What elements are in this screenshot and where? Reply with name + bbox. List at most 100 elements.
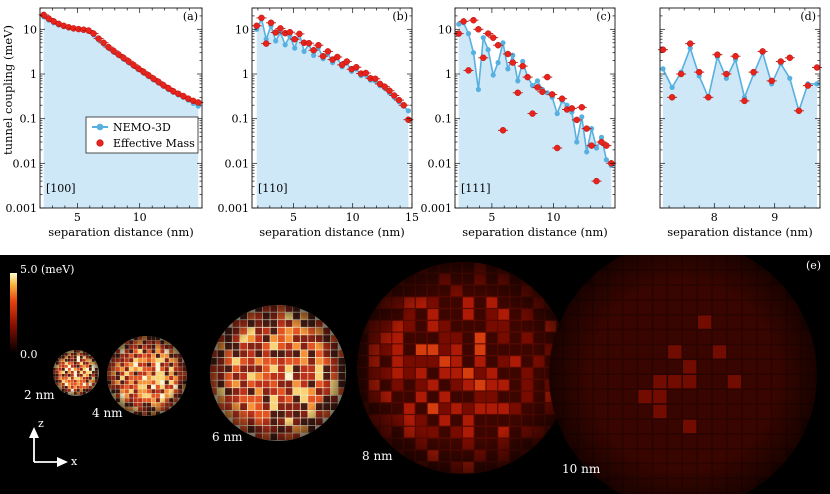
nemo-point xyxy=(311,52,317,59)
axis-z-label: z xyxy=(38,417,44,430)
x-axis-label: separation distance (nm) xyxy=(667,225,813,239)
em-point xyxy=(686,40,694,47)
nemo-point xyxy=(723,75,730,81)
nemo-point xyxy=(520,58,526,65)
nemo-point xyxy=(470,50,477,56)
em-point xyxy=(723,70,730,78)
em-point xyxy=(786,54,794,62)
em-point xyxy=(400,101,407,109)
em-point xyxy=(544,73,551,81)
nemo-point xyxy=(598,134,605,140)
em-point xyxy=(534,84,541,91)
nemo-point xyxy=(534,78,541,84)
em-point xyxy=(353,63,360,71)
sphere-label-10nm: 10 nm xyxy=(562,462,601,476)
em-point xyxy=(603,142,610,149)
nemo-point xyxy=(292,45,298,51)
x-tick-label: 5 xyxy=(74,211,81,224)
sphere-shade xyxy=(549,255,817,494)
em-point xyxy=(593,177,600,185)
em-point xyxy=(267,19,275,27)
y-tick-label: 0.01 xyxy=(428,157,453,170)
nemo-point xyxy=(669,84,675,90)
em-point xyxy=(668,94,676,101)
em-point xyxy=(390,92,398,99)
sphere-8nm xyxy=(357,262,569,474)
em-point xyxy=(504,50,512,58)
x-tick-label: 10 xyxy=(547,211,561,224)
nemo-point xyxy=(405,108,411,114)
sphere-label-6nm: 6 nm xyxy=(212,430,243,444)
nemo-point xyxy=(465,30,472,37)
x-tick-label: 10 xyxy=(346,211,360,224)
spheres xyxy=(53,255,817,494)
y-tick-label: 1 xyxy=(30,68,37,81)
sphere-4nm xyxy=(107,336,187,416)
em-point xyxy=(573,116,581,124)
em-point xyxy=(480,54,487,62)
y-tick-label: 10 xyxy=(23,23,37,36)
em-point xyxy=(465,67,472,74)
em-point xyxy=(125,58,132,65)
em-point xyxy=(795,107,803,115)
em-point xyxy=(804,82,812,89)
em-point xyxy=(509,59,517,66)
em-point xyxy=(714,51,721,58)
nemo-point xyxy=(475,86,481,93)
axis-x-label: x xyxy=(71,455,78,468)
nemo-line xyxy=(662,45,817,114)
y-tick-label: 0.001 xyxy=(6,202,38,215)
em-point xyxy=(514,89,522,97)
x-tick-label: 9 xyxy=(771,211,778,224)
panel-label: (c) xyxy=(596,10,611,23)
direction-label: [100] xyxy=(46,182,76,195)
em-point xyxy=(110,47,117,55)
nemo-point xyxy=(579,114,585,120)
em-point xyxy=(519,62,526,70)
em-point xyxy=(659,46,667,53)
em-point xyxy=(732,52,739,60)
nemo-point xyxy=(687,45,693,51)
y-tick-label: 0.001 xyxy=(218,202,250,215)
nemo-point xyxy=(564,102,570,108)
nemo-point xyxy=(554,111,560,117)
panel-label: (b) xyxy=(392,10,408,23)
legend-box xyxy=(85,116,199,154)
em-point xyxy=(548,91,556,98)
em-point xyxy=(813,64,821,71)
y-tick-label: 10 xyxy=(235,23,249,36)
plot-frame xyxy=(454,7,616,209)
em-point xyxy=(343,58,351,65)
y-axis-label: tunnel coupling (meV) xyxy=(1,25,15,155)
legend-nemo-label: NEMO-3D xyxy=(113,121,171,134)
em-point xyxy=(291,35,298,43)
sphere-shade xyxy=(210,305,346,441)
y-tick-label: 10 xyxy=(438,23,452,36)
em-point xyxy=(395,96,403,104)
x-axis-label: separation distance (nm) xyxy=(462,225,608,239)
nemo-point xyxy=(500,40,506,46)
plot-frame xyxy=(39,7,203,209)
sphere-label-8nm: 8 nm xyxy=(362,449,393,463)
y-tick-label: 0.1 xyxy=(20,113,38,126)
panel-label: (a) xyxy=(183,10,198,23)
em-point xyxy=(258,14,265,22)
em-point xyxy=(583,125,590,132)
nemo-point xyxy=(273,38,279,44)
plot-frame xyxy=(659,7,821,209)
legend-em-marker xyxy=(96,139,104,147)
em-point xyxy=(470,16,477,24)
y-tick-label: 0.1 xyxy=(435,113,453,126)
nemo-point xyxy=(593,145,600,151)
em-point xyxy=(460,18,467,25)
panel-e-label: (e) xyxy=(806,259,821,272)
em-point xyxy=(553,144,561,152)
em-point xyxy=(558,95,566,102)
x-axis-label: separation distance (nm) xyxy=(259,225,405,239)
nemo-area xyxy=(256,19,409,208)
nemo-point xyxy=(787,75,793,81)
sphere-2nm xyxy=(53,350,99,396)
